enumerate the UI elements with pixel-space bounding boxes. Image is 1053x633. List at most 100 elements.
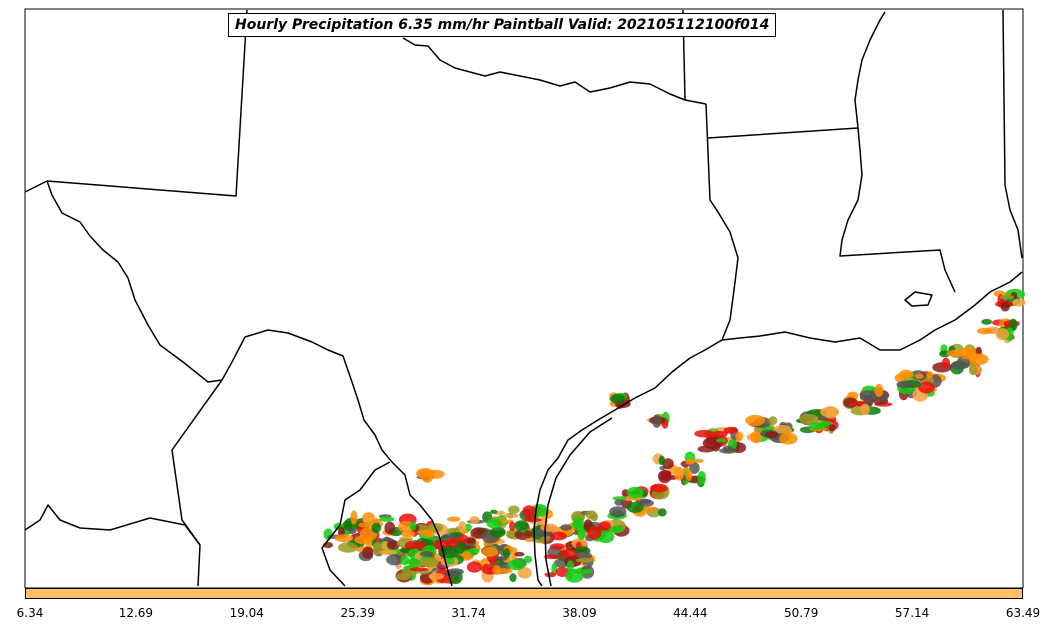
colorbar-tick-label: 38.09: [562, 606, 597, 620]
paintball-blob: [1000, 301, 1010, 312]
colorbar-tick-label: 44.44: [673, 606, 708, 620]
paintball-blob: [896, 380, 914, 389]
map-title: Hourly Precipitation 6.35 mm/hr Paintbal…: [228, 13, 777, 37]
mississippi-river: [839, 11, 956, 293]
paintball-blob: [420, 557, 439, 568]
paintball-blob: [550, 531, 567, 541]
paintball-blob: [514, 520, 529, 531]
paintball-blob: [697, 471, 706, 485]
paintball-blob: [575, 557, 596, 563]
paintball-blob: [404, 541, 417, 550]
paintball-blob: [386, 540, 400, 550]
colorbar-tick-label: 50.79: [784, 606, 819, 620]
texas-coastline: [533, 339, 723, 587]
colorbar-fill: [26, 589, 1022, 598]
paintball-blob: [626, 501, 644, 513]
paintball-blob: [975, 346, 982, 355]
paintball-blob: [490, 509, 498, 514]
alabama-border: [1002, 9, 1023, 259]
paintball-blob: [915, 373, 924, 380]
paintball-blob: [458, 521, 467, 533]
paintball-blob: [993, 290, 1006, 297]
paintball-blob: [447, 516, 461, 522]
paintball-blob: [540, 523, 558, 532]
paintball-blob: [639, 499, 654, 507]
paintball-blob: [587, 525, 602, 540]
red-river-border: [402, 37, 707, 105]
paintball-blob: [405, 558, 422, 565]
paintball-blob: [409, 567, 429, 572]
paintball-blob: [723, 427, 739, 434]
paintball-layer: [323, 288, 1026, 586]
paintball-blob: [564, 569, 584, 583]
colorbar-tick-label: 25.39: [340, 606, 375, 620]
paintball-blob: [808, 422, 828, 430]
paintball-blob: [481, 546, 498, 557]
paintball-blob: [358, 522, 371, 528]
paintball-blob: [764, 431, 779, 439]
colorbar-tick-label: 12.69: [118, 606, 154, 620]
paintball-blob: [874, 383, 884, 397]
colorbar-tick-label: 31.74: [451, 606, 486, 620]
paintball-blob: [939, 350, 951, 358]
paintball-blob: [362, 546, 374, 559]
paintball-blob: [626, 486, 644, 499]
paintball-blob: [1012, 298, 1026, 307]
paintball-blob: [566, 560, 575, 572]
paintball-blob: [689, 462, 700, 474]
paintball-blob: [514, 529, 533, 540]
paintball-blob: [490, 526, 506, 538]
paintball-blob: [503, 513, 519, 519]
paintball-blob: [395, 572, 412, 581]
paintball-blob: [464, 523, 472, 532]
paintball-blob: [495, 568, 513, 574]
paintball-blob: [337, 542, 358, 553]
paintball-blob: [508, 559, 525, 571]
paintball-blob: [694, 429, 714, 438]
paintball-blob: [745, 414, 765, 427]
mexico-border: [24, 180, 391, 587]
paintball-blob: [610, 393, 626, 404]
paintball-blob: [981, 318, 993, 325]
paintball-blob: [486, 518, 502, 529]
colorbar-tick-label: 19.04: [229, 606, 264, 620]
paintball-blob: [941, 357, 951, 369]
paintball-blob: [658, 455, 665, 466]
louisiana-coastline: [721, 271, 1023, 351]
paintball-blob: [409, 521, 417, 531]
paintball-blob: [384, 521, 396, 535]
paintball-blob: [350, 510, 358, 525]
paintball-blob: [946, 349, 964, 358]
paintball-blob: [674, 466, 684, 481]
paintball-blob: [544, 572, 557, 578]
paintball-blob: [334, 534, 354, 543]
paintball-blob: [514, 551, 525, 557]
paintball-blob: [918, 381, 935, 394]
paintball-blob: [652, 414, 662, 428]
paintball-blob: [379, 516, 395, 522]
paintball-blob: [379, 549, 398, 556]
colorbar: [25, 588, 1023, 599]
paintball-blob: [658, 508, 667, 517]
texas-louisiana-border: [705, 103, 739, 341]
colorbar-tick-label: 57.14: [894, 606, 930, 620]
paintball-blob: [685, 469, 693, 482]
paintball-blob: [750, 430, 762, 444]
paintball-blob: [715, 438, 726, 443]
paintball-blob: [711, 430, 728, 438]
paintball-blob: [590, 513, 599, 522]
paintball-blob: [650, 483, 668, 493]
paintball-blob: [523, 555, 533, 564]
paintball-blob: [466, 561, 482, 573]
paintball-blob: [509, 521, 516, 531]
paintball-blob: [543, 554, 560, 560]
barrier-island: [544, 417, 613, 587]
paintball-blob: [999, 294, 1015, 300]
map-frame: [24, 8, 1024, 589]
paintball-blob: [768, 416, 778, 425]
mexico-state-border: [24, 504, 201, 546]
texas-border: [46, 9, 453, 587]
paintball-blob: [508, 505, 520, 514]
colorbar-tick-label: 63.49: [1005, 606, 1041, 620]
